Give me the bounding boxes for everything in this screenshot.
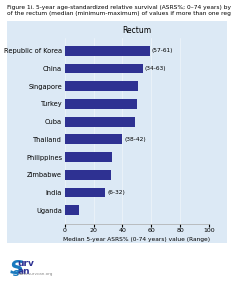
- Text: (6-32): (6-32): [107, 190, 125, 195]
- Bar: [65, 46, 149, 56]
- Text: Figure 1i. 5-year age-standardized relative survival (ASRS%; 0–74 years) by coun: Figure 1i. 5-year age-standardized relat…: [7, 4, 231, 10]
- Text: of the rectum (median (minimum-maximum) of values if more than one registry are : of the rectum (median (minimum-maximum) …: [7, 11, 231, 16]
- Text: (34-63): (34-63): [144, 66, 166, 71]
- Bar: [65, 64, 142, 74]
- Bar: [65, 152, 112, 162]
- Title: Rectum: Rectum: [122, 26, 151, 35]
- Bar: [65, 134, 122, 144]
- Bar: [65, 99, 136, 109]
- Bar: [65, 188, 105, 197]
- Text: (38-42): (38-42): [124, 137, 146, 142]
- Text: www.survcan.org: www.survcan.org: [17, 272, 52, 276]
- Text: S: S: [9, 260, 23, 278]
- X-axis label: Median 5-year ASRS% (0-74 years) value (Range): Median 5-year ASRS% (0-74 years) value (…: [63, 237, 210, 242]
- Bar: [65, 205, 79, 215]
- Bar: [65, 170, 110, 180]
- Text: s: s: [13, 268, 19, 278]
- Text: an: an: [17, 267, 30, 276]
- Bar: [65, 117, 135, 127]
- Bar: [65, 81, 138, 91]
- Text: urv: urv: [17, 260, 34, 268]
- Text: (57-61): (57-61): [151, 48, 173, 53]
